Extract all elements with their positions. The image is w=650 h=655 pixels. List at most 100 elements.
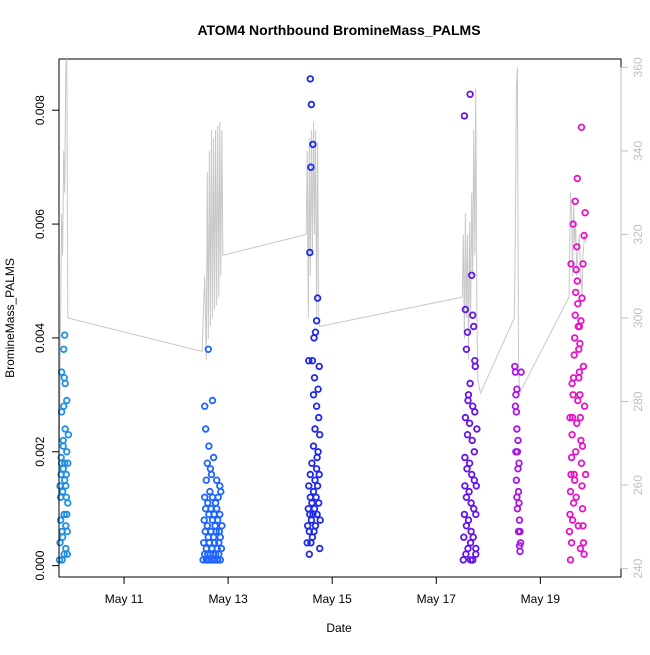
- data-point: [572, 265, 580, 274]
- data-point: [314, 448, 322, 456]
- data-point: [566, 413, 574, 422]
- data-point: [568, 413, 577, 422]
- data-point: [469, 556, 477, 564]
- data-point: [515, 499, 523, 507]
- data-point: [578, 442, 587, 450]
- data-point: [568, 431, 576, 439]
- data-point: [574, 300, 582, 308]
- data-point: [577, 123, 586, 131]
- data-point: [513, 505, 522, 513]
- data-point: [470, 505, 478, 513]
- data-point: [578, 294, 586, 302]
- data-point: [306, 248, 314, 257]
- data-point: [566, 487, 575, 496]
- data-point: [572, 448, 580, 456]
- data-point: [61, 425, 69, 433]
- data-point: [306, 470, 314, 479]
- data-point: [308, 357, 317, 365]
- data-point: [63, 527, 71, 536]
- data-point: [62, 544, 70, 553]
- data-point: [461, 413, 470, 422]
- data-point: [517, 368, 525, 376]
- data-point: [513, 385, 521, 393]
- data-point: [60, 402, 68, 410]
- data-point: [56, 539, 64, 547]
- data-point: [462, 522, 471, 530]
- data-point: [314, 385, 322, 393]
- data-point: [312, 465, 321, 473]
- data-point: [567, 260, 575, 268]
- data-point: [307, 100, 316, 109]
- data-point: [459, 556, 467, 564]
- x-tick-label: May 13: [208, 592, 248, 606]
- x-axis: May 11 May 13 May 15 May 17 May 19: [105, 576, 561, 606]
- data-point: [577, 436, 585, 445]
- data-point: [309, 391, 318, 399]
- data-point: [576, 391, 584, 399]
- data-point: [472, 544, 480, 553]
- y2-tick-label: 260: [631, 475, 645, 495]
- data-point: [59, 436, 67, 445]
- data-point: [466, 90, 474, 98]
- data-point: [467, 527, 475, 536]
- data-point: [575, 322, 584, 331]
- data-point: [469, 533, 477, 541]
- data-point: [581, 470, 590, 479]
- y-axis-label: BromineMass_PALMS: [3, 258, 17, 378]
- data-point: [579, 362, 588, 371]
- data-point: [567, 453, 576, 462]
- data-point: [461, 305, 470, 314]
- y-axis: 0.000 0.002 0.004 0.006 0.008: [33, 95, 60, 581]
- data-point: [471, 357, 479, 365]
- data-point: [460, 112, 469, 120]
- y-tick-label: 0.008: [33, 95, 47, 125]
- data-point: [211, 522, 219, 530]
- data-point: [305, 527, 313, 536]
- data-point: [60, 345, 68, 353]
- data-point: [514, 436, 522, 445]
- data-point: [460, 510, 469, 519]
- data-point: [513, 493, 521, 501]
- data-point: [464, 544, 472, 553]
- data-point: [580, 550, 588, 558]
- data-point: [312, 317, 321, 325]
- y-tick-label: 0.006: [33, 209, 47, 239]
- data-point: [57, 408, 66, 416]
- data-point: [566, 510, 574, 519]
- data-point: [575, 345, 583, 353]
- data-point: [578, 482, 586, 490]
- x-axis-label: Date: [326, 621, 352, 635]
- data-point: [60, 374, 68, 382]
- data-point: [568, 379, 576, 388]
- data-point: [463, 431, 472, 439]
- data-point: [571, 334, 579, 342]
- data-point: [472, 482, 480, 490]
- data-point: [214, 493, 222, 501]
- data-point: [56, 516, 65, 524]
- data-point: [308, 459, 316, 467]
- data-point: [201, 425, 210, 433]
- data-point: [210, 556, 219, 564]
- y-tick-label: 0.000: [33, 550, 47, 580]
- data-point: [206, 465, 215, 473]
- data-point: [569, 220, 577, 228]
- data-point: [511, 368, 520, 376]
- data-point: [570, 351, 578, 359]
- x-tick-label: May 17: [417, 592, 457, 606]
- data-point: [578, 505, 587, 513]
- data-point: [210, 539, 219, 547]
- data-point: [207, 505, 215, 513]
- data-point: [571, 311, 579, 319]
- data-point: [304, 522, 312, 530]
- data-point: [574, 522, 582, 530]
- data-point: [60, 510, 68, 519]
- data-point: [311, 522, 320, 530]
- x-tick-label: May 19: [521, 592, 561, 606]
- data-point: [567, 470, 575, 479]
- data-point: [470, 448, 478, 456]
- data-point: [306, 493, 314, 501]
- data-point: [469, 402, 477, 410]
- data-point: [200, 402, 209, 410]
- data-point: [304, 505, 312, 513]
